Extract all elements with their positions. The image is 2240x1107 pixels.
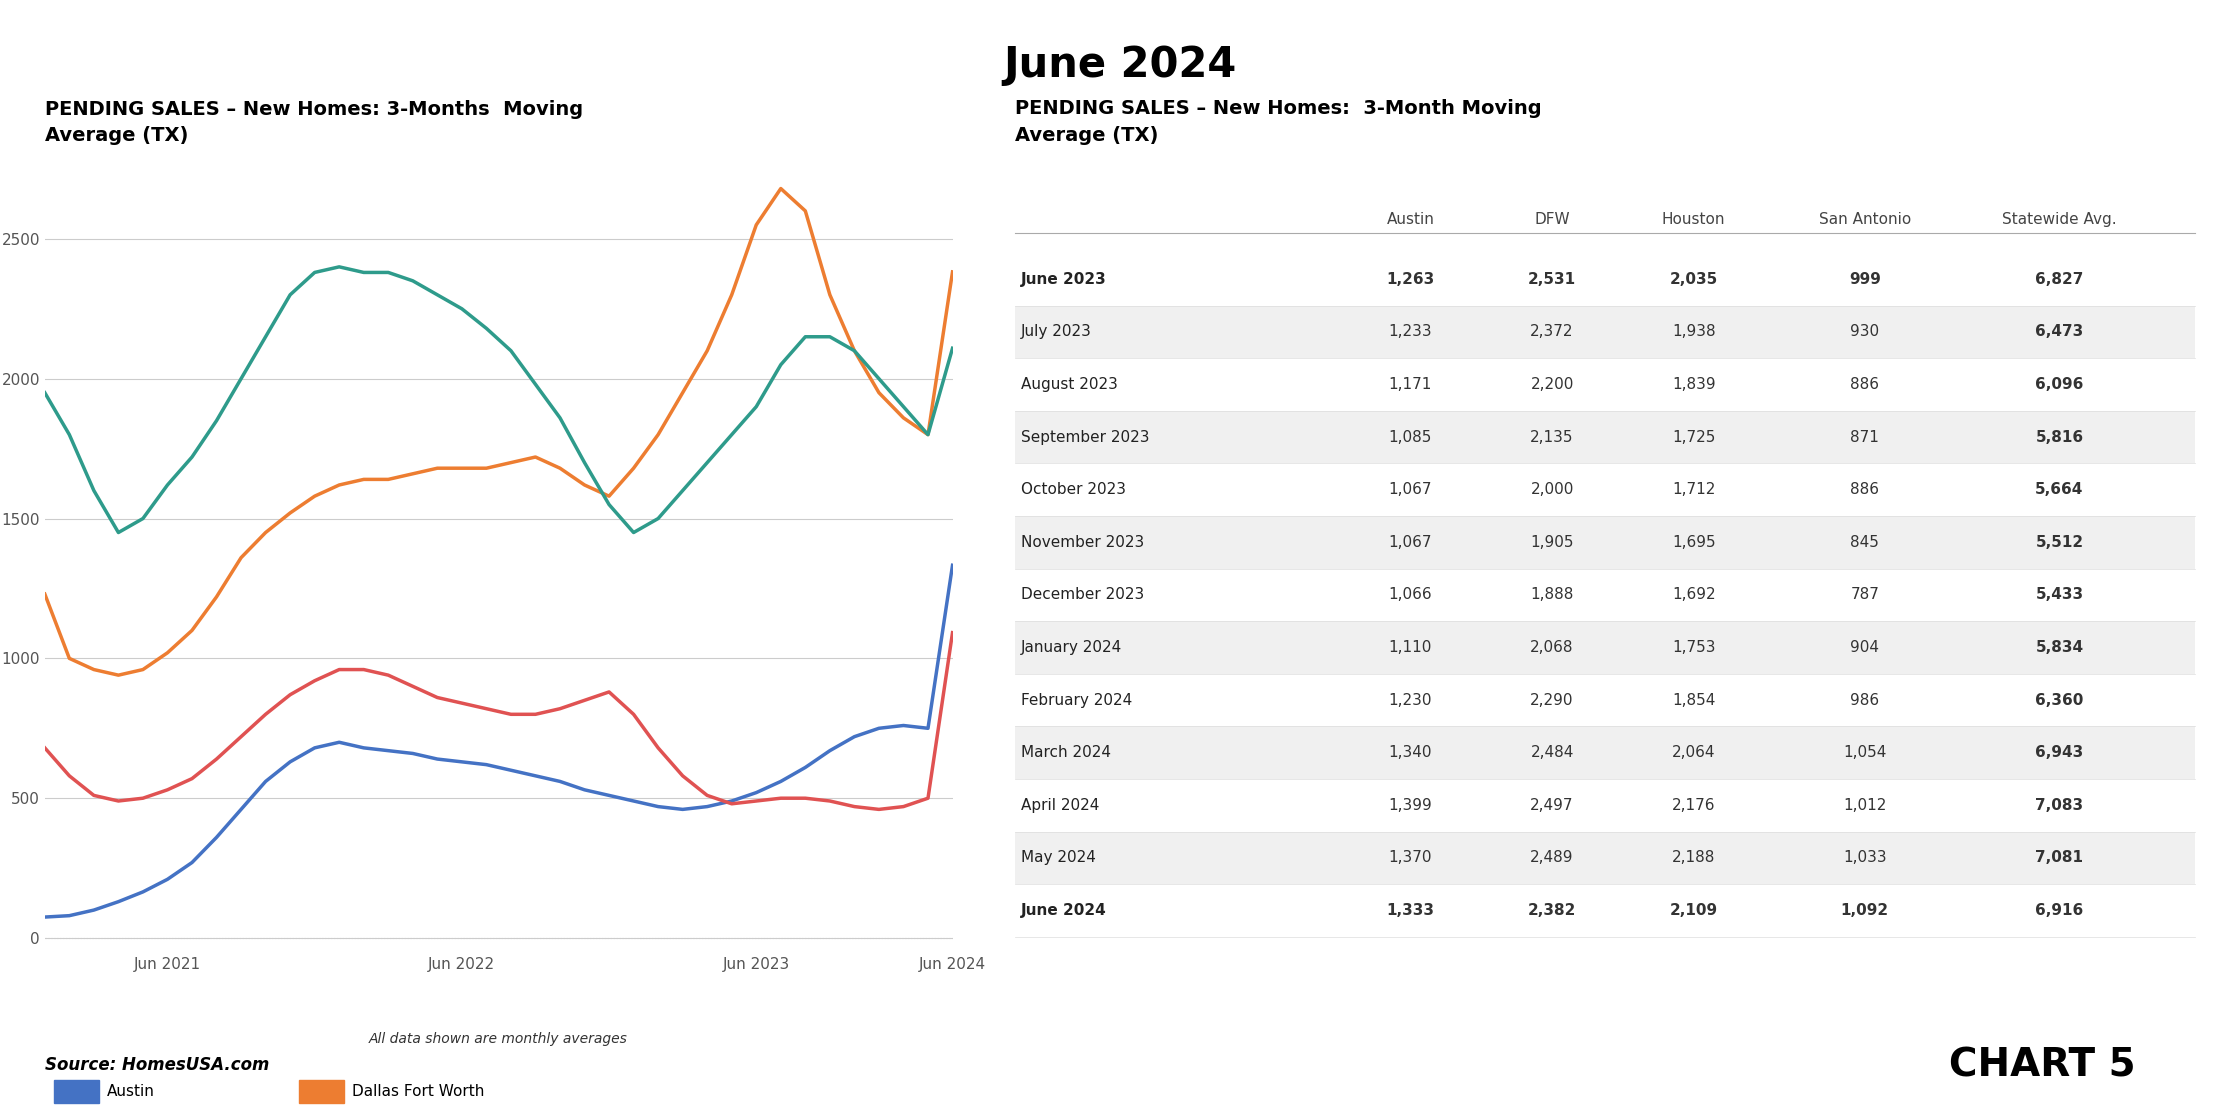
Text: May 2024: May 2024 [1021, 850, 1095, 866]
Text: Austin: Austin [108, 1084, 155, 1099]
Text: 1,340: 1,340 [1389, 745, 1431, 761]
Text: 6,360: 6,360 [2036, 693, 2083, 707]
Text: 1,067: 1,067 [1389, 483, 1431, 497]
Text: 1,695: 1,695 [1671, 535, 1716, 550]
Text: 5,664: 5,664 [2036, 483, 2083, 497]
Text: 2,489: 2,489 [1530, 850, 1575, 866]
Text: 1,854: 1,854 [1671, 693, 1716, 707]
Text: 2,484: 2,484 [1530, 745, 1575, 761]
Text: PENDING SALES – New Homes:  3-Month Moving
Average (TX): PENDING SALES – New Homes: 3-Month Movin… [1015, 100, 1541, 145]
Text: 930: 930 [1850, 324, 1879, 340]
Text: Houston: Houston [1662, 211, 1725, 227]
Text: 904: 904 [1850, 640, 1879, 655]
Text: 1,054: 1,054 [1844, 745, 1886, 761]
Text: 1,171: 1,171 [1389, 377, 1431, 392]
Text: 999: 999 [1848, 272, 1882, 287]
Text: PENDING SALES – New Homes: 3-Months  Moving
Average (TX): PENDING SALES – New Homes: 3-Months Movi… [45, 100, 582, 145]
Text: 7,081: 7,081 [2036, 850, 2083, 866]
Text: 1,938: 1,938 [1671, 324, 1716, 340]
Text: San Antonio: San Antonio [1819, 211, 1911, 227]
Text: 1,839: 1,839 [1671, 377, 1716, 392]
Bar [1015, 516, 2195, 569]
Text: 1,085: 1,085 [1389, 430, 1431, 445]
Text: 2,188: 2,188 [1671, 850, 1716, 866]
Text: 2,035: 2,035 [1669, 272, 1718, 287]
Text: 5,433: 5,433 [2036, 588, 2083, 602]
Bar [1015, 411, 2195, 464]
Text: 1,888: 1,888 [1530, 588, 1575, 602]
Text: 6,827: 6,827 [2036, 272, 2083, 287]
Text: February 2024: February 2024 [1021, 693, 1131, 707]
Text: June 2023: June 2023 [1021, 272, 1107, 287]
Text: 6,916: 6,916 [2036, 903, 2083, 918]
Text: 845: 845 [1850, 535, 1879, 550]
Text: April 2024: April 2024 [1021, 798, 1100, 813]
Text: 1,233: 1,233 [1389, 324, 1431, 340]
Bar [1015, 726, 2195, 779]
Text: 2,109: 2,109 [1669, 903, 1718, 918]
Text: 1,712: 1,712 [1671, 483, 1716, 497]
Text: October 2023: October 2023 [1021, 483, 1127, 497]
Bar [1015, 831, 2195, 884]
Text: 2,000: 2,000 [1530, 483, 1575, 497]
Text: 1,092: 1,092 [1841, 903, 1888, 918]
Text: 986: 986 [1850, 693, 1879, 707]
Text: 2,135: 2,135 [1530, 430, 1575, 445]
Text: Austin: Austin [1387, 211, 1434, 227]
Text: 6,096: 6,096 [2036, 377, 2083, 392]
Bar [54, 1080, 99, 1103]
Text: 1,012: 1,012 [1844, 798, 1886, 813]
Text: 1,399: 1,399 [1389, 798, 1431, 813]
Bar [298, 1080, 345, 1103]
Text: 886: 886 [1850, 377, 1879, 392]
Text: Source: HomesUSA.com: Source: HomesUSA.com [45, 1056, 269, 1074]
Text: 2,068: 2,068 [1530, 640, 1575, 655]
Text: June 2024: June 2024 [1004, 44, 1236, 86]
Text: June 2024: June 2024 [1021, 903, 1107, 918]
Text: 2,497: 2,497 [1530, 798, 1575, 813]
Text: DFW: DFW [1534, 211, 1570, 227]
Text: 5,816: 5,816 [2036, 430, 2083, 445]
Text: December 2023: December 2023 [1021, 588, 1145, 602]
Bar [1015, 621, 2195, 674]
Text: Dallas Fort Worth: Dallas Fort Worth [352, 1084, 484, 1099]
Text: March 2024: March 2024 [1021, 745, 1111, 761]
Text: 1,905: 1,905 [1530, 535, 1575, 550]
Text: 2,200: 2,200 [1530, 377, 1575, 392]
Text: 7,083: 7,083 [2036, 798, 2083, 813]
Text: 2,372: 2,372 [1530, 324, 1575, 340]
Text: 2,382: 2,382 [1528, 903, 1577, 918]
Text: 1,370: 1,370 [1389, 850, 1431, 866]
Text: 1,033: 1,033 [1844, 850, 1886, 866]
Text: CHART 5: CHART 5 [1949, 1047, 2135, 1085]
Text: 2,531: 2,531 [1528, 272, 1577, 287]
Text: 5,834: 5,834 [2036, 640, 2083, 655]
Text: 1,753: 1,753 [1671, 640, 1716, 655]
Text: 1,067: 1,067 [1389, 535, 1431, 550]
Text: 6,473: 6,473 [2036, 324, 2083, 340]
Text: 1,725: 1,725 [1671, 430, 1716, 445]
Text: August 2023: August 2023 [1021, 377, 1118, 392]
Text: 886: 886 [1850, 483, 1879, 497]
Bar [1015, 306, 2195, 359]
Text: 1,333: 1,333 [1387, 903, 1434, 918]
Text: Statewide Avg.: Statewide Avg. [2003, 211, 2117, 227]
Text: January 2024: January 2024 [1021, 640, 1122, 655]
Text: 1,263: 1,263 [1387, 272, 1434, 287]
Text: 5,512: 5,512 [2036, 535, 2083, 550]
Text: All data shown are monthly averages: All data shown are monthly averages [370, 1032, 627, 1046]
Text: November 2023: November 2023 [1021, 535, 1145, 550]
Text: September 2023: September 2023 [1021, 430, 1149, 445]
Text: 1,110: 1,110 [1389, 640, 1431, 655]
Text: 2,176: 2,176 [1671, 798, 1716, 813]
Text: 1,230: 1,230 [1389, 693, 1431, 707]
Text: 2,064: 2,064 [1671, 745, 1716, 761]
Text: 871: 871 [1850, 430, 1879, 445]
Text: 6,943: 6,943 [2036, 745, 2083, 761]
Text: 787: 787 [1850, 588, 1879, 602]
Text: 1,066: 1,066 [1389, 588, 1431, 602]
Text: 2,290: 2,290 [1530, 693, 1575, 707]
Text: July 2023: July 2023 [1021, 324, 1091, 340]
Text: 1,692: 1,692 [1671, 588, 1716, 602]
